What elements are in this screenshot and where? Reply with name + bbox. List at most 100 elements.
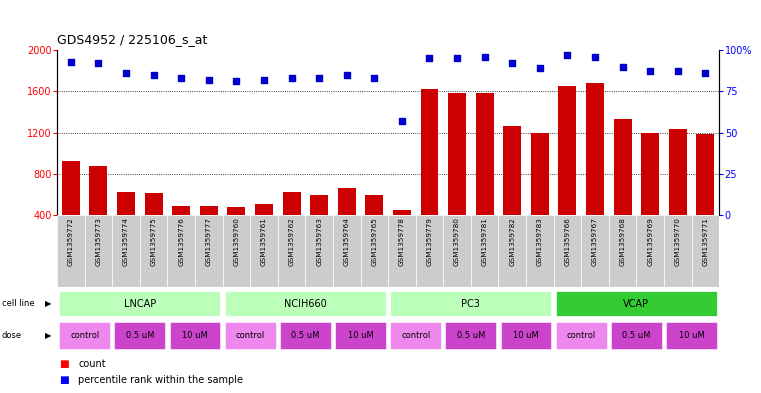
Bar	[636, 215, 664, 287]
Point	[506, 60, 518, 66]
Bar	[278, 215, 305, 287]
Point	[533, 65, 546, 71]
Bar	[195, 215, 222, 287]
Bar	[556, 291, 717, 316]
Bar	[333, 215, 361, 287]
Bar	[310, 195, 328, 256]
Text: GSM1359774: GSM1359774	[123, 217, 129, 266]
Text: 10 uM: 10 uM	[182, 331, 208, 340]
Bar	[282, 192, 301, 256]
Text: 0.5 uM: 0.5 uM	[126, 331, 154, 340]
Text: GSM1359760: GSM1359760	[234, 217, 240, 266]
Text: GSM1359776: GSM1359776	[178, 217, 184, 266]
Text: GDS4952 / 225106_s_at: GDS4952 / 225106_s_at	[57, 33, 208, 46]
Bar	[501, 321, 552, 349]
Bar	[224, 291, 386, 316]
Bar	[388, 215, 416, 287]
Text: control: control	[70, 331, 99, 340]
Text: 10 uM: 10 uM	[513, 331, 539, 340]
Point	[92, 60, 104, 66]
Text: percentile rank within the sample: percentile rank within the sample	[78, 375, 244, 386]
Bar	[113, 215, 140, 287]
Text: count: count	[78, 359, 106, 369]
Text: ▶: ▶	[44, 299, 51, 308]
Text: GSM1359780: GSM1359780	[454, 217, 460, 266]
Bar	[305, 215, 333, 287]
Text: GSM1359767: GSM1359767	[592, 217, 598, 266]
Bar	[170, 321, 221, 349]
Text: ■: ■	[59, 359, 69, 369]
Bar	[586, 83, 604, 256]
Point	[616, 63, 629, 70]
Text: GSM1359763: GSM1359763	[316, 217, 322, 266]
Point	[368, 75, 380, 81]
Bar	[448, 94, 466, 256]
Text: GSM1359770: GSM1359770	[675, 217, 681, 266]
Point	[202, 77, 215, 83]
Text: GSM1359775: GSM1359775	[151, 217, 157, 266]
Bar	[280, 321, 331, 349]
Bar	[57, 215, 84, 287]
Point	[699, 70, 712, 76]
Bar	[498, 215, 526, 287]
Text: control: control	[567, 331, 596, 340]
Bar	[59, 321, 110, 349]
Bar	[250, 215, 278, 287]
Point	[672, 68, 684, 75]
Point	[231, 78, 243, 84]
Text: GSM1359772: GSM1359772	[68, 217, 74, 266]
Bar	[559, 86, 576, 256]
Bar	[611, 321, 662, 349]
Text: GSM1359783: GSM1359783	[537, 217, 543, 266]
Text: GSM1359773: GSM1359773	[95, 217, 101, 266]
Bar	[581, 215, 609, 287]
Text: GSM1359764: GSM1359764	[344, 217, 350, 266]
Point	[120, 70, 132, 76]
Bar	[62, 162, 80, 256]
Point	[148, 72, 160, 78]
Bar	[84, 215, 113, 287]
Bar	[443, 215, 471, 287]
Bar	[228, 207, 245, 256]
Point	[589, 53, 601, 60]
Bar	[140, 215, 167, 287]
Text: control: control	[401, 331, 430, 340]
Text: GSM1359781: GSM1359781	[482, 217, 488, 266]
Point	[313, 75, 325, 81]
Point	[258, 77, 270, 83]
Bar	[59, 291, 221, 316]
Text: GSM1359777: GSM1359777	[205, 217, 212, 266]
Text: dose: dose	[2, 331, 21, 340]
Text: control: control	[236, 331, 265, 340]
Point	[644, 68, 656, 75]
Text: NCIH660: NCIH660	[284, 299, 326, 309]
Bar	[114, 321, 165, 349]
Point	[396, 118, 408, 124]
Text: GSM1359769: GSM1359769	[647, 217, 653, 266]
Point	[341, 72, 353, 78]
Bar	[172, 206, 190, 256]
Bar	[416, 215, 443, 287]
Text: GSM1359778: GSM1359778	[399, 217, 405, 266]
Bar	[117, 192, 135, 256]
Point	[285, 75, 298, 81]
Text: 0.5 uM: 0.5 uM	[457, 331, 485, 340]
Bar	[445, 321, 496, 349]
Point	[423, 55, 435, 61]
Bar	[526, 215, 553, 287]
Bar	[335, 321, 386, 349]
Text: ▶: ▶	[44, 331, 51, 340]
Text: GSM1359782: GSM1359782	[509, 217, 515, 266]
Bar	[556, 321, 607, 349]
Bar	[613, 119, 632, 256]
Point	[562, 52, 574, 58]
Text: ■: ■	[59, 375, 69, 386]
Bar	[553, 215, 581, 287]
Text: 10 uM: 10 uM	[679, 331, 705, 340]
Bar	[664, 215, 692, 287]
Bar	[338, 188, 355, 256]
Point	[451, 55, 463, 61]
Text: VCAP: VCAP	[623, 299, 649, 309]
Text: GSM1359765: GSM1359765	[371, 217, 377, 266]
Bar	[476, 94, 494, 256]
